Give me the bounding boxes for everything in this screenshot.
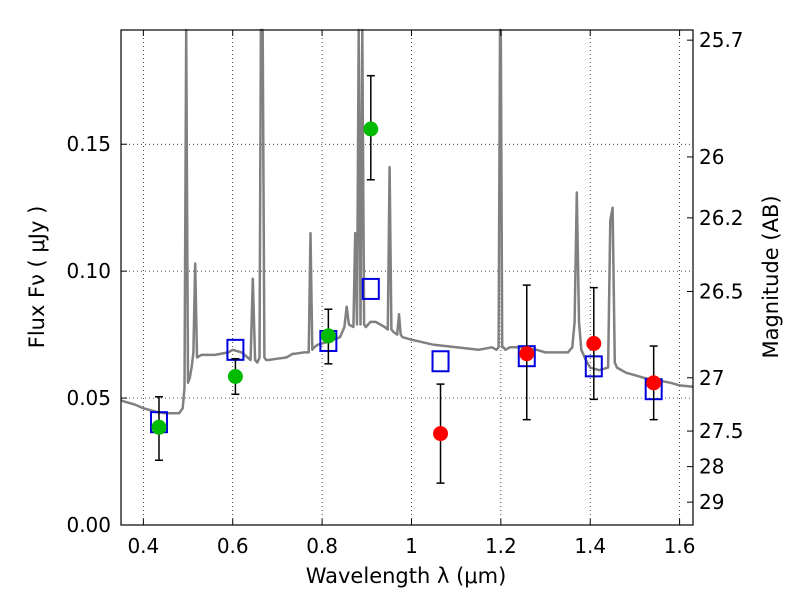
- x-axis-label: Wavelength λ (μm): [306, 564, 507, 588]
- x-tick-label: 1.6: [664, 534, 696, 558]
- x-tick-label: 0.6: [217, 534, 249, 558]
- right-tick-label: 26.5: [699, 279, 744, 303]
- x-tick-label: 0.4: [127, 534, 159, 558]
- x-tick-label: 0.8: [306, 534, 338, 558]
- data-points: [149, 74, 663, 484]
- data-point: [363, 121, 379, 137]
- right-tick-label: 27: [699, 366, 724, 390]
- data-point: [519, 346, 535, 362]
- model-spectrum: [120, 28, 694, 415]
- right-tick-label: 29: [699, 490, 724, 514]
- y-tick-label: 0.15: [66, 132, 111, 156]
- y-tick-label: 0.05: [66, 386, 111, 410]
- right-tick-label: 26.2: [699, 206, 744, 230]
- plot-frame: [120, 29, 694, 526]
- right-tick-label: 25.7: [699, 28, 744, 52]
- y-axis-label: Flux Fν ( μJy ): [25, 206, 49, 349]
- right-axis-label: Magnitude (AB): [759, 195, 783, 358]
- right-tick-label: 28: [699, 455, 724, 479]
- model-square-marker: [361, 277, 380, 300]
- x-tick-label: 1.2: [485, 534, 517, 558]
- model-square-marker: [431, 350, 450, 373]
- data-point: [320, 328, 336, 344]
- data-point: [433, 426, 449, 442]
- right-tick-label: 27.5: [699, 419, 744, 443]
- y-tick-label: 0.10: [66, 259, 111, 283]
- grid-lines: [121, 30, 693, 526]
- axis-ticks: 0.4 0.6 0.8 1 1.2 1.4 1.6 0.00 0.05 0.10 0.15 25.7 2…: [66, 28, 743, 558]
- data-point: [151, 419, 167, 435]
- data-point: [227, 369, 243, 384]
- spectrum-line: [120, 28, 694, 415]
- right-tick-label: 26: [699, 145, 724, 169]
- x-tick-label: 1: [405, 534, 418, 558]
- y-tick-label: 0.00: [66, 513, 111, 537]
- data-point: [646, 375, 662, 391]
- data-point: [586, 336, 602, 351]
- x-tick-label: 1.4: [574, 534, 606, 558]
